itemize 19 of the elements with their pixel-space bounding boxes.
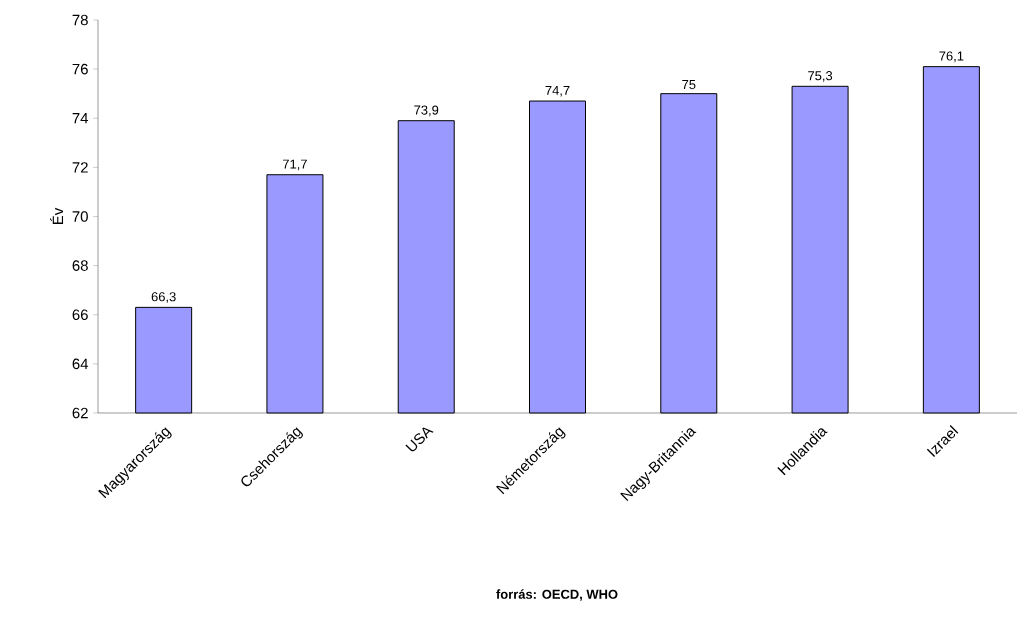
data-label: 71,7 [283,159,307,171]
y-tick-label: 66 [72,309,88,321]
y-axis-title: Év [50,207,64,224]
text: forrás: OECD, WHO [496,589,618,601]
data-label: 75 [682,80,696,90]
data-label: 66,3 [151,292,176,303]
y-tick-label: 74 [72,113,89,124]
x-tick-label: USA [405,427,434,452]
y-tick-label: 72 [72,162,88,173]
data-label: 75,3 [808,71,833,82]
y-tick-label: 64 [72,358,89,370]
data-label: 74,7 [545,85,570,97]
y-tick-label: 70 [72,211,88,222]
data-label: 76,1 [939,51,964,63]
y-tick-label: 78 [72,14,88,26]
y-tick-label: 62 [72,407,88,419]
y-tick-label: 76 [72,63,88,75]
y-tick-label: 68 [72,260,88,271]
data-label: 73,9 [414,105,439,117]
